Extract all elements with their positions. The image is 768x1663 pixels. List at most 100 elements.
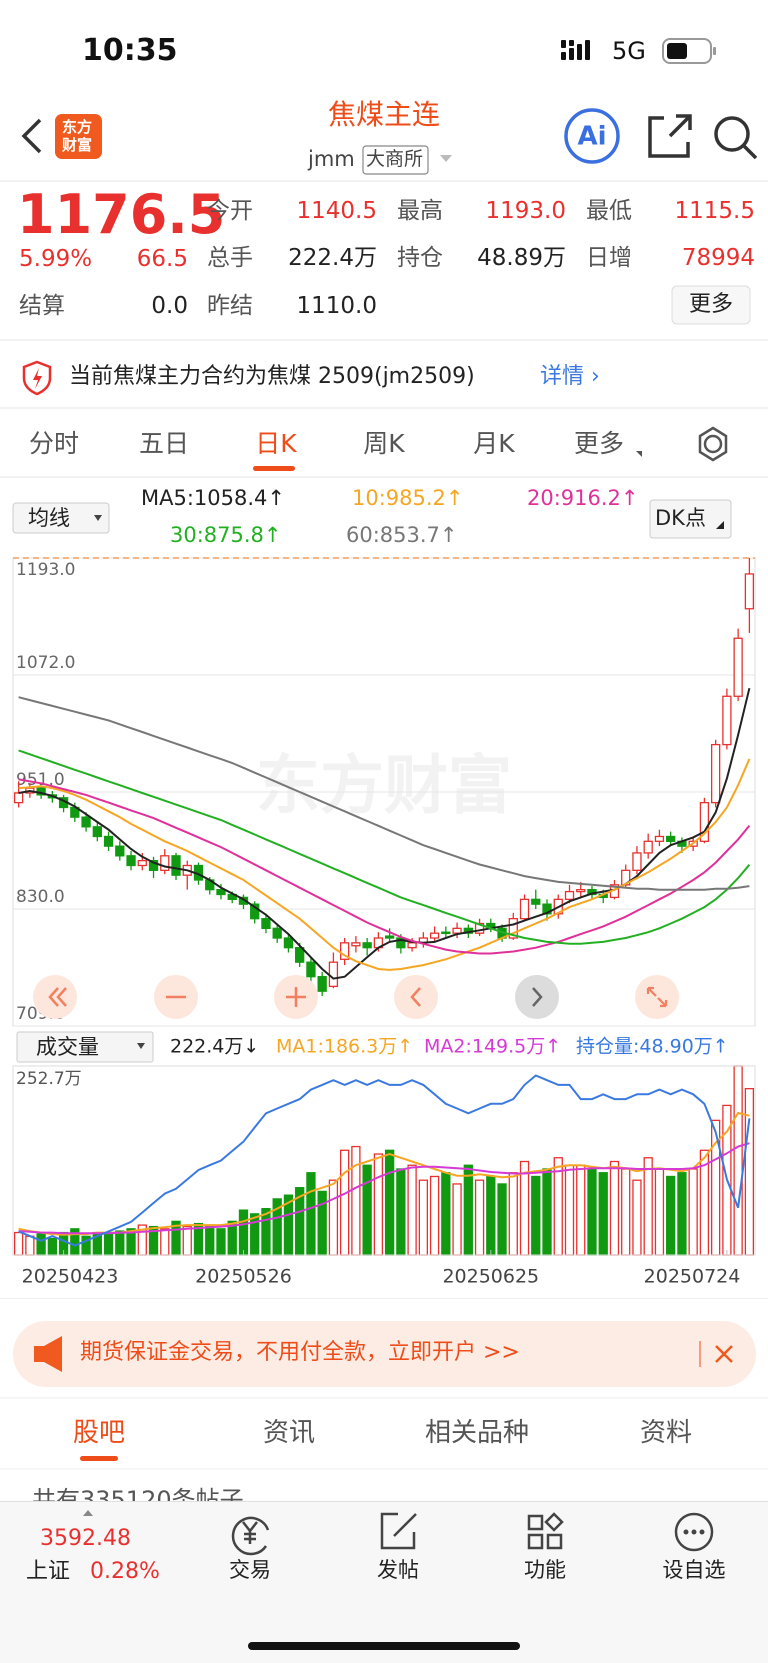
period-tab[interactable]: 分时 bbox=[28, 429, 79, 458]
field-label: 最高 bbox=[397, 198, 443, 224]
contract-code: jmm bbox=[308, 147, 355, 171]
tab-underline bbox=[80, 1456, 118, 1461]
volume-bar bbox=[216, 1228, 226, 1256]
candle-body bbox=[126, 855, 136, 867]
index-change: 0.28% bbox=[90, 1559, 160, 1584]
more-button[interactable] bbox=[671, 285, 751, 325]
candle-body bbox=[92, 826, 102, 838]
banner-text: 期货保证金交易，不用付全款，立即开户 >> bbox=[80, 1340, 520, 1365]
period-tab-active[interactable]: 日K bbox=[255, 429, 297, 458]
logo bbox=[55, 114, 102, 159]
volume-bar bbox=[564, 1164, 575, 1256]
status-network: 5G bbox=[612, 37, 646, 65]
candle-body bbox=[328, 961, 339, 988]
volume-bar bbox=[587, 1168, 597, 1256]
volume-bar bbox=[452, 1183, 462, 1256]
candle-body bbox=[429, 932, 440, 939]
logo-text: 财富 bbox=[62, 136, 93, 154]
candle-body bbox=[81, 816, 91, 828]
divider bbox=[0, 1298, 768, 1299]
candle-body bbox=[531, 898, 541, 905]
battery-icon bbox=[662, 38, 716, 64]
rewind-button[interactable] bbox=[33, 975, 77, 1019]
candle-body bbox=[351, 942, 361, 947]
candle-body bbox=[441, 931, 451, 935]
post-icon[interactable] bbox=[380, 1512, 417, 1550]
prev-button[interactable] bbox=[394, 975, 438, 1019]
legend-entry: 30:875.8↑ bbox=[170, 523, 282, 547]
home-indicator bbox=[248, 1642, 520, 1650]
candle-body bbox=[13, 792, 24, 804]
notice-link[interactable]: 详情 › bbox=[540, 364, 600, 389]
legend-entry: MA1:186.3万↑ bbox=[276, 1036, 413, 1058]
volume-bar bbox=[744, 1088, 755, 1256]
bar-item[interactable]: 设自选 bbox=[662, 1558, 726, 1582]
settings-icon[interactable] bbox=[698, 426, 728, 462]
candle-body bbox=[519, 898, 530, 920]
volume-bar bbox=[238, 1209, 249, 1256]
section-tab[interactable]: 资料 bbox=[639, 1418, 692, 1448]
period-tab[interactable]: 月K bbox=[473, 429, 515, 458]
bar-item[interactable]: 功能 bbox=[524, 1558, 566, 1582]
banner[interactable] bbox=[13, 1321, 756, 1387]
period-tab[interactable]: 五日 bbox=[138, 429, 189, 458]
next-button[interactable] bbox=[515, 975, 559, 1019]
chart-controls bbox=[33, 975, 679, 1019]
volume-bar bbox=[654, 1168, 665, 1256]
tab-underline bbox=[253, 466, 295, 471]
candle-body bbox=[148, 860, 159, 871]
dk-button[interactable] bbox=[649, 499, 732, 539]
field-value: 78994 bbox=[681, 245, 755, 271]
function-icon[interactable] bbox=[527, 1512, 564, 1550]
period-tab[interactable]: 更多 bbox=[573, 429, 624, 458]
candle-body bbox=[103, 835, 114, 847]
volume-selector[interactable] bbox=[16, 1031, 154, 1063]
exchange: 大商所 bbox=[366, 148, 424, 170]
volume-bar bbox=[621, 1168, 631, 1256]
field-label: 结算 bbox=[19, 293, 65, 319]
field-value: 222.4万 bbox=[288, 245, 377, 271]
ma-line bbox=[18, 758, 751, 971]
volume-bar bbox=[306, 1172, 316, 1256]
share-icon[interactable] bbox=[648, 114, 692, 158]
volume-bar bbox=[688, 1168, 698, 1256]
section-tab[interactable]: 相关品种 bbox=[424, 1418, 529, 1448]
search-icon[interactable] bbox=[714, 116, 758, 160]
volume-bar bbox=[508, 1172, 518, 1256]
logo-text: 东方 bbox=[62, 118, 93, 136]
volume-bar bbox=[497, 1183, 507, 1256]
candle-body bbox=[250, 903, 260, 920]
exchange-box bbox=[362, 145, 429, 175]
candle-body bbox=[711, 743, 721, 804]
volume-bar bbox=[351, 1145, 361, 1256]
back-icon[interactable] bbox=[21, 118, 42, 154]
volume-bar bbox=[340, 1149, 350, 1256]
legend-entry: MA2:149.5万↑ bbox=[424, 1036, 561, 1058]
ai-label: Ai bbox=[577, 122, 606, 152]
watchlist-icon[interactable] bbox=[674, 1512, 714, 1552]
volume-bar bbox=[373, 1153, 384, 1256]
trade-icon[interactable] bbox=[231, 1516, 270, 1556]
candle-body bbox=[283, 937, 294, 949]
volume-bar bbox=[115, 1230, 125, 1256]
y-tick-label: 252.7万 bbox=[16, 1069, 82, 1089]
legend-entry: 60:853.7↑ bbox=[346, 523, 458, 547]
ai-button[interactable] bbox=[564, 108, 620, 164]
period-tab[interactable]: 周K bbox=[363, 429, 405, 458]
x-tick-label: 20250625 bbox=[442, 1266, 539, 1288]
section-tab-active[interactable]: 股吧 bbox=[72, 1418, 125, 1448]
volume-bar bbox=[103, 1233, 114, 1256]
y-tick-label: 830.0 bbox=[16, 887, 65, 907]
ma-selector[interactable] bbox=[12, 502, 110, 534]
bar-item[interactable]: 发帖 bbox=[377, 1558, 419, 1582]
candle-body bbox=[362, 942, 372, 949]
fullscreen-button[interactable] bbox=[635, 975, 679, 1019]
volume-bar bbox=[486, 1175, 496, 1256]
bottom-icons bbox=[83, 1510, 714, 1650]
ma-line bbox=[18, 749, 751, 945]
notice-text: 当前焦煤主力合约为焦煤 2509(jm2509) bbox=[69, 364, 475, 389]
volume-bar bbox=[25, 1235, 35, 1256]
section-tab[interactable]: 资讯 bbox=[262, 1418, 315, 1448]
bar-item[interactable]: 交易 bbox=[229, 1558, 271, 1582]
close-icon[interactable] bbox=[715, 1345, 733, 1363]
